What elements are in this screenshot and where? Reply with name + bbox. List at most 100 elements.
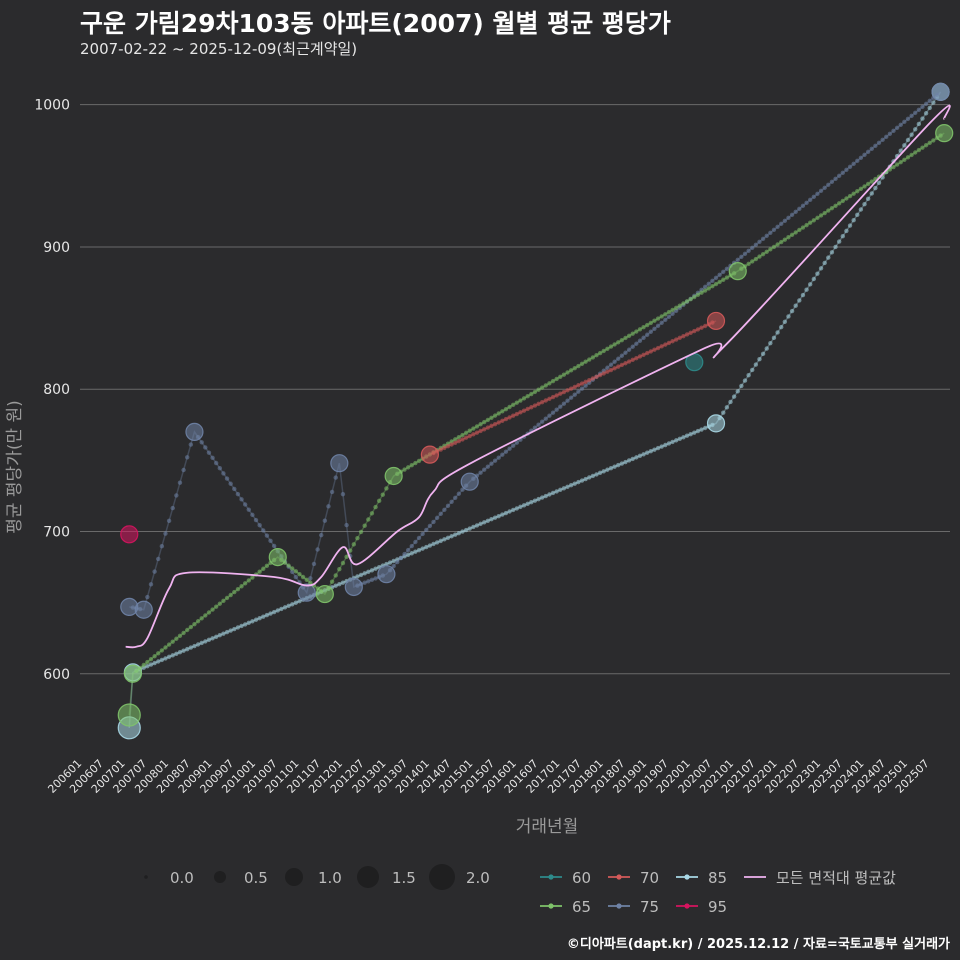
series-65-interp-dot xyxy=(293,569,299,574)
series-85-interp-dot xyxy=(337,581,342,587)
series-85-interp-dot xyxy=(489,517,494,522)
series-70-interp-dot xyxy=(688,330,693,335)
series-65-interp-dot xyxy=(221,598,226,604)
series-85-interp-dot xyxy=(750,367,755,373)
series-75-interp-dot xyxy=(203,445,208,450)
series-85-interp-dot xyxy=(275,608,280,613)
series-75-interp-dot xyxy=(510,443,516,448)
series-85-interp-dot xyxy=(587,475,592,480)
series-75-interp-dot xyxy=(927,98,932,104)
series-65-interp-dot xyxy=(521,396,527,401)
series-75-interp-dot xyxy=(264,533,270,538)
series-75-interp-dot xyxy=(833,176,838,182)
series-85-interp-dot xyxy=(525,501,530,506)
series-65-interp-dot xyxy=(753,256,759,262)
series-85-interp-dot xyxy=(568,483,574,488)
series-75-interp-dot xyxy=(844,167,849,173)
series-75-interp-dot xyxy=(923,101,929,107)
series-75-interp-dot xyxy=(416,535,422,541)
series-75-interp-dot xyxy=(489,461,494,466)
series-85-interp-dot xyxy=(373,566,378,571)
series-65-interp-dot xyxy=(525,394,530,399)
series-70-interp-dot xyxy=(673,337,679,342)
series-85-interp-dot xyxy=(456,530,462,536)
series-75-interp-dot xyxy=(434,515,440,521)
series-65-interp-dot xyxy=(478,422,483,427)
series-65-interp-dot xyxy=(779,239,784,245)
series-75-interp-dot xyxy=(851,161,856,167)
series-70-interp-dot xyxy=(616,364,621,369)
series-65-interp-dot xyxy=(380,492,385,497)
series-75-interp-dot xyxy=(583,383,588,388)
size-legend-marker xyxy=(285,868,303,886)
series-75-interp-dot xyxy=(217,465,223,471)
series-65-interp-dot xyxy=(891,164,896,170)
series-65-interp-dot xyxy=(174,636,179,641)
series-85-interp-dot xyxy=(449,534,454,539)
series-85-interp-dot xyxy=(630,456,635,462)
series-75-interp-dot xyxy=(250,512,255,518)
series-75-interp-dot xyxy=(652,326,657,331)
series-75-interp-dot xyxy=(409,543,414,549)
series-65-interp-dot xyxy=(869,179,874,184)
series-85-interp-dot xyxy=(735,389,740,394)
series-75-interp-dot xyxy=(333,475,338,480)
series-65-interp-dot xyxy=(532,389,538,395)
series-75-interp-dot xyxy=(884,134,889,140)
series-65-interp-dot xyxy=(844,196,849,201)
series-65-interp-dot xyxy=(181,630,186,636)
series-70-interp-dot xyxy=(601,371,606,376)
series-65-interp-dot xyxy=(206,610,212,615)
series-75-interp-dot xyxy=(210,455,215,461)
series-85-interp-dot xyxy=(203,639,208,644)
series-85-interp-dot xyxy=(163,656,168,661)
series-70-interp-dot xyxy=(677,335,683,341)
series-70-interp-dot xyxy=(695,327,701,332)
series-65-interp-dot xyxy=(242,581,248,586)
series-65-interp-dot xyxy=(224,595,230,601)
series-75-interp-dot xyxy=(221,471,226,476)
series-85-interp-dot xyxy=(818,266,824,271)
series-85-interp-dot xyxy=(268,611,273,616)
series-75-interp-dot xyxy=(623,350,628,355)
series-65-interp-dot xyxy=(927,140,932,146)
series-75-interp-dot xyxy=(232,486,237,492)
series-65-interp-dot xyxy=(496,411,501,416)
series-65-point xyxy=(123,664,142,683)
series-75-interp-dot xyxy=(228,481,233,486)
series-70-interp-dot xyxy=(597,372,603,378)
series-75-point xyxy=(460,472,479,491)
series-65-interp-dot xyxy=(789,232,795,238)
series-85-interp-dot xyxy=(271,609,277,615)
series-65-interp-dot xyxy=(536,387,541,392)
series-85-interp-dot xyxy=(453,532,458,537)
legend-label: 65 xyxy=(572,898,591,916)
series-70-interp-dot xyxy=(626,359,632,364)
series-85-interp-dot xyxy=(645,450,650,455)
series-85-interp-dot xyxy=(536,496,541,502)
series-75-interp-dot xyxy=(862,152,867,158)
series-70-interp-dot xyxy=(536,401,541,407)
series-70-interp-dot xyxy=(492,421,498,427)
series-85-interp-dot xyxy=(655,445,661,451)
series-70-interp-dot xyxy=(463,435,469,440)
series-65-interp-dot xyxy=(894,162,900,167)
series-65-interp-dot xyxy=(141,662,146,668)
series-75-interp-dot xyxy=(826,182,831,188)
series-75-interp-dot xyxy=(572,392,577,397)
series-65-interp-dot xyxy=(648,320,654,326)
series-75-interp-dot xyxy=(634,341,639,346)
legend-label: 60 xyxy=(572,869,591,887)
series-85-interp-dot xyxy=(261,614,266,619)
series-75-interp-dot xyxy=(405,547,411,553)
series-70-interp-dot xyxy=(500,418,505,424)
series-75-interp-dot xyxy=(344,522,349,528)
series-85-interp-dot xyxy=(550,490,556,496)
series-75-interp-dot xyxy=(568,395,574,400)
series-75-interp-dot xyxy=(166,518,172,524)
series-85-interp-dot xyxy=(174,651,179,656)
series-65-interp-dot xyxy=(543,383,548,388)
series-65-interp-dot xyxy=(681,301,686,306)
series-65-interp-dot xyxy=(539,385,545,390)
size-legend-marker xyxy=(357,866,379,888)
